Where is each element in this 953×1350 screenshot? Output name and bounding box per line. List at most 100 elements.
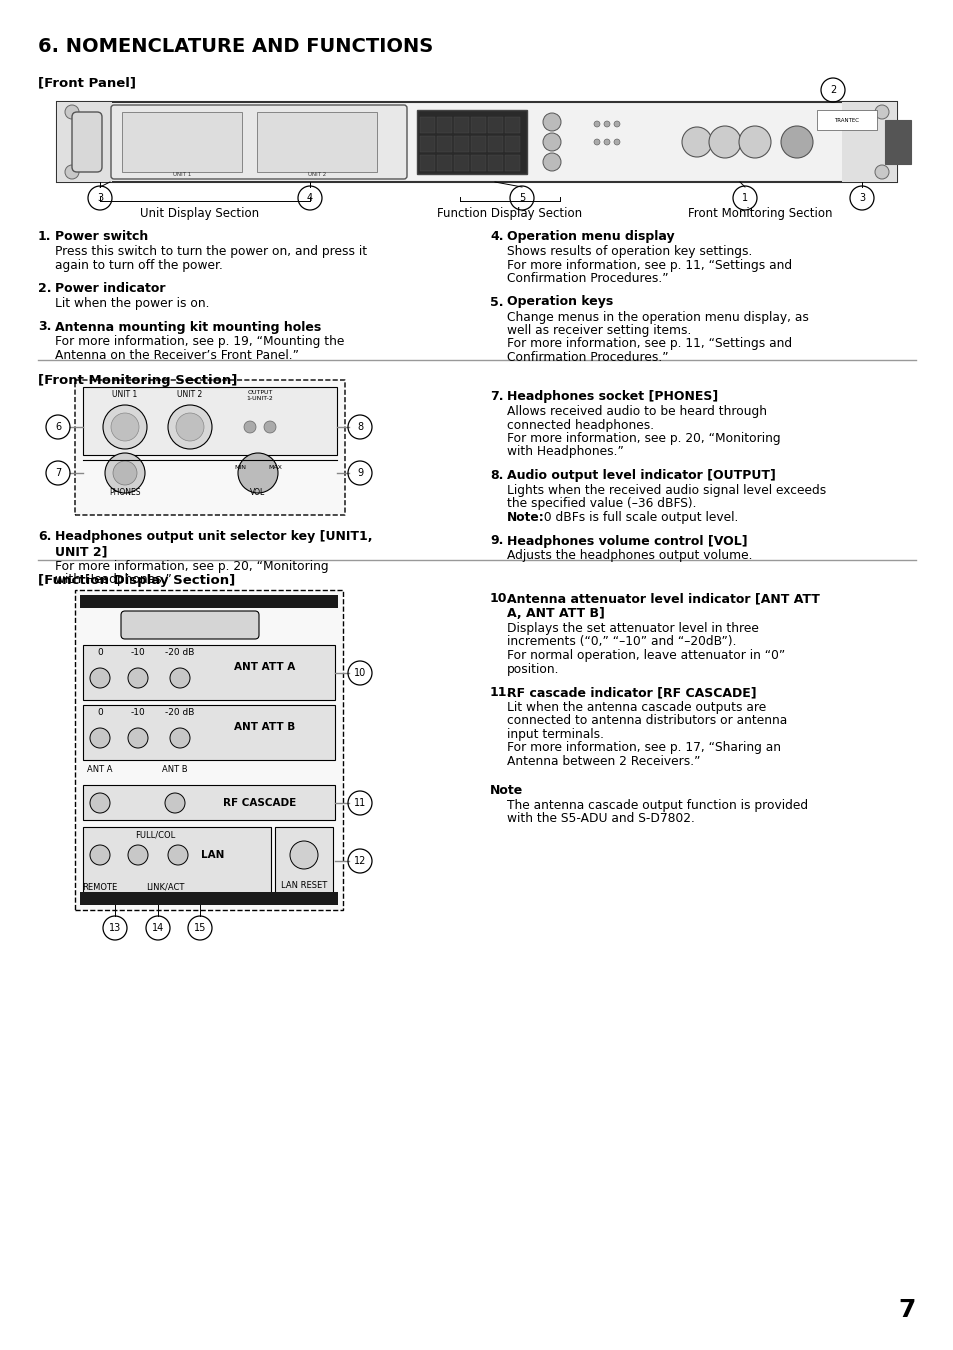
Circle shape [170, 668, 190, 688]
FancyBboxPatch shape [75, 379, 345, 514]
Circle shape [170, 728, 190, 748]
Text: -20 dB: -20 dB [165, 707, 194, 717]
Text: Press this switch to turn the power on, and press it: Press this switch to turn the power on, … [55, 244, 367, 258]
Text: 2.: 2. [38, 282, 51, 296]
Text: Operation menu display: Operation menu display [506, 230, 674, 243]
Text: Antenna between 2 Receivers.”: Antenna between 2 Receivers.” [506, 755, 700, 768]
Text: 4.: 4. [490, 230, 503, 243]
Text: For more information, see p. 11, “Settings and: For more information, see p. 11, “Settin… [506, 258, 791, 271]
Text: Antenna mounting kit mounting holes: Antenna mounting kit mounting holes [55, 320, 321, 333]
Text: VOL: VOL [250, 487, 265, 497]
Text: For more information, see p. 11, “Settings and: For more information, see p. 11, “Settin… [506, 338, 791, 351]
Text: Power indicator: Power indicator [55, 282, 165, 296]
Text: 6. NOMENCLATURE AND FUNCTIONS: 6. NOMENCLATURE AND FUNCTIONS [38, 36, 433, 55]
Text: For more information, see p. 20, “Monitoring: For more information, see p. 20, “Monito… [506, 432, 780, 446]
Text: Note: Note [490, 783, 522, 796]
Text: 13: 13 [109, 923, 121, 933]
Text: 3.: 3. [38, 320, 51, 333]
Circle shape [112, 460, 137, 485]
Text: Headphones socket [PHONES]: Headphones socket [PHONES] [506, 390, 718, 404]
FancyBboxPatch shape [83, 784, 335, 819]
Text: Change menus in the operation menu display, as: Change menus in the operation menu displ… [506, 310, 808, 324]
Text: Lit when the antenna cascade outputs are: Lit when the antenna cascade outputs are [506, 701, 765, 714]
Circle shape [128, 728, 148, 748]
Text: Antenna attenuator level indicator [ANT ATT: Antenna attenuator level indicator [ANT … [506, 593, 819, 605]
Text: Function Display Section: Function Display Section [437, 207, 582, 220]
FancyBboxPatch shape [274, 828, 333, 895]
Circle shape [244, 421, 255, 433]
Text: The antenna cascade output function is provided: The antenna cascade output function is p… [506, 798, 807, 811]
Text: 8: 8 [356, 423, 363, 432]
FancyBboxPatch shape [83, 705, 335, 760]
Circle shape [542, 153, 560, 171]
Circle shape [65, 105, 79, 119]
Circle shape [237, 454, 277, 493]
Text: 5: 5 [518, 193, 524, 202]
Text: 3: 3 [97, 193, 103, 202]
Text: ANT ATT B: ANT ATT B [234, 722, 295, 732]
Circle shape [105, 454, 145, 493]
FancyBboxPatch shape [841, 103, 896, 182]
Circle shape [128, 668, 148, 688]
FancyBboxPatch shape [75, 590, 343, 910]
Text: 12: 12 [354, 856, 366, 865]
FancyBboxPatch shape [471, 117, 485, 134]
FancyBboxPatch shape [121, 612, 258, 639]
Circle shape [708, 126, 740, 158]
Circle shape [264, 421, 275, 433]
Circle shape [103, 405, 147, 450]
Text: again to turn off the power.: again to turn off the power. [55, 258, 223, 271]
FancyBboxPatch shape [471, 155, 485, 171]
Text: [Function Display Section]: [Function Display Section] [38, 574, 235, 587]
Text: 2: 2 [829, 85, 835, 94]
Text: ANT B: ANT B [162, 765, 188, 774]
Text: UNIT 1: UNIT 1 [172, 171, 191, 177]
FancyBboxPatch shape [57, 103, 896, 182]
Text: 1: 1 [741, 193, 747, 202]
Text: [Front Monitoring Section]: [Front Monitoring Section] [38, 374, 237, 387]
Circle shape [90, 728, 110, 748]
Text: OUTPUT
1-UNIT-2: OUTPUT 1-UNIT-2 [247, 390, 274, 401]
Circle shape [542, 134, 560, 151]
Text: UNIT 2]: UNIT 2] [55, 545, 108, 558]
Circle shape [290, 841, 317, 869]
Text: RF CASCADE: RF CASCADE [223, 798, 296, 809]
Text: TRANTEC: TRANTEC [834, 117, 859, 123]
FancyBboxPatch shape [436, 136, 452, 153]
Text: 1.: 1. [38, 230, 51, 243]
Text: UNIT 2: UNIT 2 [177, 390, 202, 400]
Text: 7: 7 [55, 468, 61, 478]
Text: connected headphones.: connected headphones. [506, 418, 654, 432]
FancyBboxPatch shape [71, 112, 102, 171]
Text: Note:: Note: [506, 512, 544, 524]
Circle shape [614, 139, 619, 144]
Text: Unit Display Section: Unit Display Section [140, 207, 259, 220]
Text: Operation keys: Operation keys [506, 296, 613, 309]
FancyBboxPatch shape [488, 155, 502, 171]
Text: 8.: 8. [490, 468, 503, 482]
Circle shape [90, 792, 110, 813]
Circle shape [128, 845, 148, 865]
Text: Lit when the power is on.: Lit when the power is on. [55, 297, 210, 310]
Circle shape [168, 845, 188, 865]
Text: -10: -10 [131, 707, 145, 717]
Text: Confirmation Procedures.”: Confirmation Procedures.” [506, 271, 668, 285]
Text: the specified value (–36 dBFS).: the specified value (–36 dBFS). [506, 498, 696, 510]
Text: 0 dBFs is full scale output level.: 0 dBFs is full scale output level. [539, 512, 738, 524]
FancyBboxPatch shape [419, 136, 435, 153]
Text: For more information, see p. 19, “Mounting the: For more information, see p. 19, “Mounti… [55, 336, 344, 348]
Text: ANT ATT A: ANT ATT A [234, 662, 295, 672]
Text: PHONES: PHONES [110, 487, 141, 497]
FancyBboxPatch shape [454, 117, 469, 134]
Text: ANT A: ANT A [87, 765, 112, 774]
Circle shape [168, 405, 212, 450]
Text: A, ANT ATT B]: A, ANT ATT B] [506, 608, 604, 620]
Text: 15: 15 [193, 923, 206, 933]
Text: 4: 4 [307, 193, 313, 202]
FancyBboxPatch shape [83, 387, 336, 455]
Text: UNIT 2: UNIT 2 [308, 171, 326, 177]
Text: 11: 11 [354, 798, 366, 809]
Text: 10: 10 [354, 668, 366, 678]
Circle shape [594, 139, 599, 144]
FancyBboxPatch shape [83, 828, 271, 895]
